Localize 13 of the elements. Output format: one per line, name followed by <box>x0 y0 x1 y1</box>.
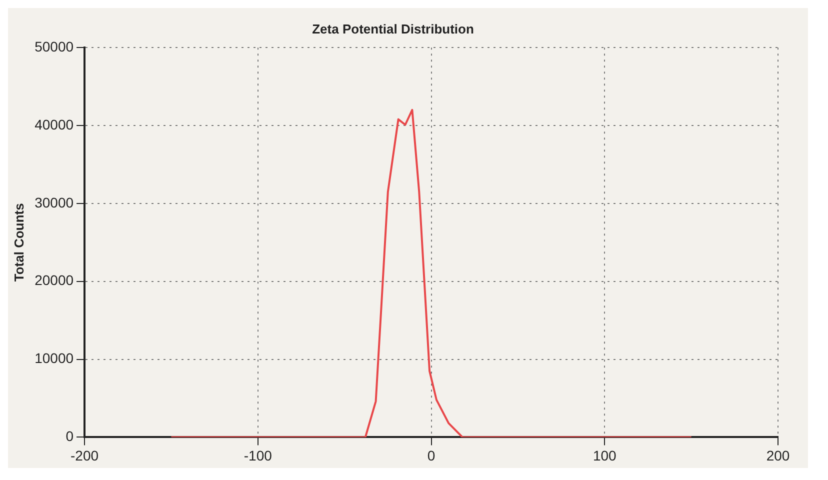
y-tick-label: 50000 <box>34 38 74 54</box>
y-tick-label: 20000 <box>34 272 74 288</box>
y-tick-label: 0 <box>66 428 74 444</box>
x-tick-label: 100 <box>592 447 617 464</box>
x-tick-label: -100 <box>244 447 272 464</box>
x-tick-label: 200 <box>766 447 790 464</box>
x-tick-label: 0 <box>427 447 436 464</box>
y-tick-label: 30000 <box>34 194 74 210</box>
y-tick-label: 10000 <box>34 350 74 366</box>
chart-title: Zeta Potential Distribution <box>312 21 474 36</box>
y-tick-label: 40000 <box>34 116 74 132</box>
x-tick-label: -200 <box>70 447 99 464</box>
y-axis-title: Total Counts <box>11 203 26 282</box>
